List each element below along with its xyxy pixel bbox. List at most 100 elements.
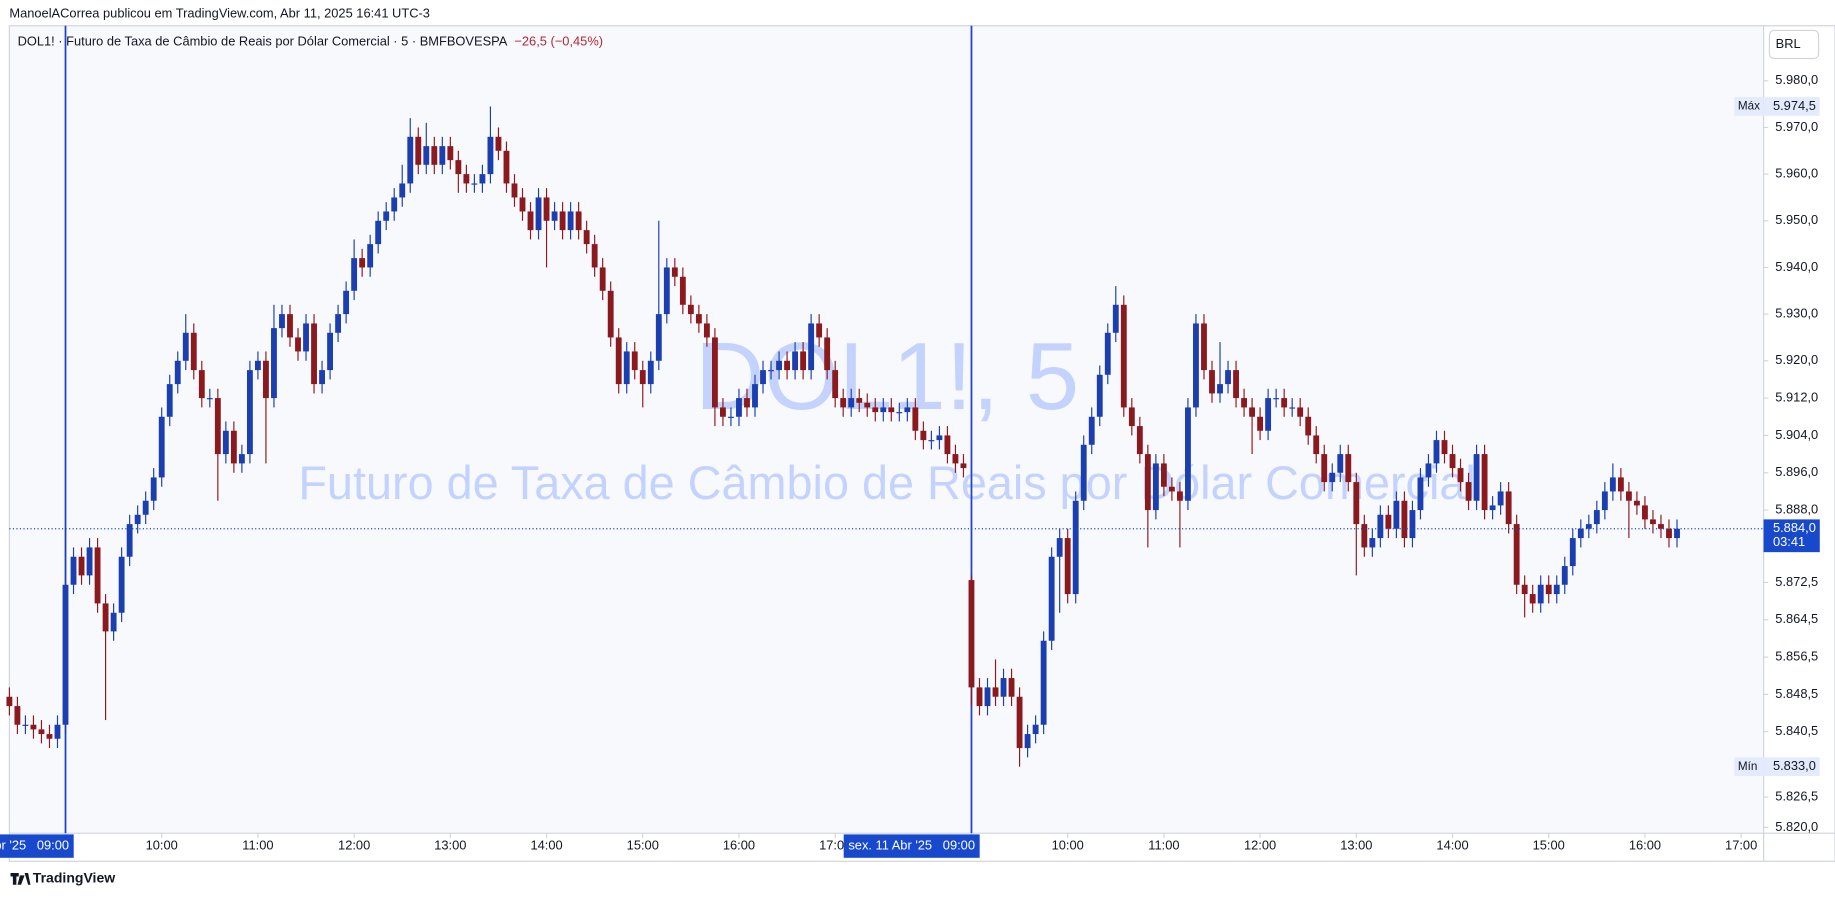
candle-body	[1112, 304, 1119, 333]
x-tick-highlight	[0, 834, 74, 858]
candle-body	[174, 360, 181, 385]
y-tick-label: 5.864,5	[1775, 611, 1818, 626]
candle-body	[1577, 528, 1584, 539]
candle-body	[896, 412, 903, 414]
candle-body	[872, 407, 879, 413]
candle-body	[126, 524, 133, 557]
y-tick-label: 5.950,0	[1775, 212, 1818, 227]
currency[interactable]: BRL	[1776, 36, 1801, 51]
candle-body	[383, 211, 390, 221]
x-tick-label: 11:00	[242, 838, 273, 853]
price-marker-name: Máx	[1738, 100, 1760, 113]
countdown: 03:41	[1773, 534, 1805, 549]
x-tick-label: 16:00	[1629, 838, 1661, 853]
candle-body	[463, 174, 470, 184]
candle-body	[214, 398, 221, 455]
y-tick-label: 5.888,0	[1775, 501, 1818, 516]
candle-body	[375, 220, 382, 245]
candle-body	[1601, 491, 1608, 511]
candle-body	[94, 547, 101, 604]
x-tick-label: 17:00	[819, 838, 851, 853]
x-tick-label: qui. 10 Abr '25 09:00	[0, 838, 69, 853]
candle-body	[319, 370, 325, 385]
currency-button[interactable]	[1768, 29, 1820, 60]
y-tick-label: 5.960,0	[1775, 166, 1818, 181]
candle-body	[1064, 538, 1071, 595]
candle-body	[848, 398, 855, 408]
candle-body	[1377, 514, 1384, 539]
candle-body	[639, 370, 646, 385]
candle-body	[880, 407, 887, 413]
x-tick-label: 13:00	[1340, 838, 1372, 853]
candle-body	[583, 230, 590, 245]
candle-body	[1024, 734, 1031, 749]
price-marker-name-box	[1734, 757, 1764, 777]
candle-body	[824, 337, 831, 371]
candle-body	[206, 398, 213, 400]
candle-body	[287, 314, 293, 338]
candle-body	[968, 580, 975, 688]
candle-body	[1000, 678, 1007, 697]
price-marker-box	[1763, 97, 1820, 116]
candle-body	[295, 337, 301, 352]
candle-body	[744, 398, 750, 408]
candle-body	[455, 160, 462, 175]
candle-body	[423, 146, 430, 165]
candle-body	[1321, 454, 1328, 483]
candle-body	[760, 370, 766, 385]
candle-body	[30, 724, 37, 730]
price-marker-box	[1763, 757, 1820, 777]
x-tick-label: 11:00	[1148, 838, 1179, 853]
candle-body	[567, 211, 574, 231]
candle-body	[1497, 491, 1504, 506]
candle-body	[1553, 584, 1560, 595]
x-tick-label: sex. 11 Abr '25 09:00	[848, 838, 975, 853]
candle-body	[687, 304, 694, 315]
candle-body	[1457, 468, 1464, 483]
candle-body	[856, 398, 863, 403]
candle-body	[335, 314, 342, 333]
candle-body	[1489, 505, 1496, 511]
candle-body	[14, 706, 21, 725]
candle-body	[1225, 370, 1231, 385]
price-marker-label: 5.833,0	[1773, 758, 1816, 773]
candle-body	[447, 146, 454, 161]
candle-body	[1096, 374, 1103, 417]
candle-body	[118, 556, 125, 613]
candle-body	[487, 136, 494, 175]
x-tick-label: 14:00	[1436, 838, 1468, 853]
candle-body	[238, 454, 245, 464]
candle-body	[1658, 524, 1664, 529]
candle-body	[158, 416, 165, 478]
candles	[6, 106, 1680, 767]
candle-body	[1265, 398, 1272, 431]
candle-body	[984, 687, 991, 707]
y-tick-label: 5.920,0	[1775, 352, 1818, 367]
candle-body	[1353, 482, 1360, 525]
candle-body	[271, 328, 277, 399]
y-tick-label: 5.826,5	[1775, 788, 1818, 803]
candle-body	[679, 276, 686, 305]
candle-body	[311, 323, 317, 385]
logo-icon	[10, 873, 31, 885]
price-marker-label: 5.974,5	[1773, 98, 1816, 113]
candle-body	[1481, 454, 1488, 511]
candle-body	[1369, 538, 1376, 548]
candle-body	[415, 136, 422, 165]
candle-body	[736, 398, 742, 417]
candle-body	[1056, 538, 1063, 557]
candle-body	[1585, 524, 1592, 529]
candle-body	[1185, 407, 1191, 501]
candle-body	[351, 258, 358, 291]
last-price-label: 5.884,0	[1773, 520, 1816, 535]
candle-body	[551, 211, 558, 221]
candle-body	[1393, 500, 1400, 529]
candle-body	[599, 267, 606, 291]
candle-body	[1193, 323, 1199, 408]
candle-body	[904, 407, 911, 413]
candle-body	[303, 323, 309, 352]
candle-body	[1642, 505, 1648, 520]
candle-body	[230, 430, 237, 464]
candle-body	[1016, 696, 1023, 749]
